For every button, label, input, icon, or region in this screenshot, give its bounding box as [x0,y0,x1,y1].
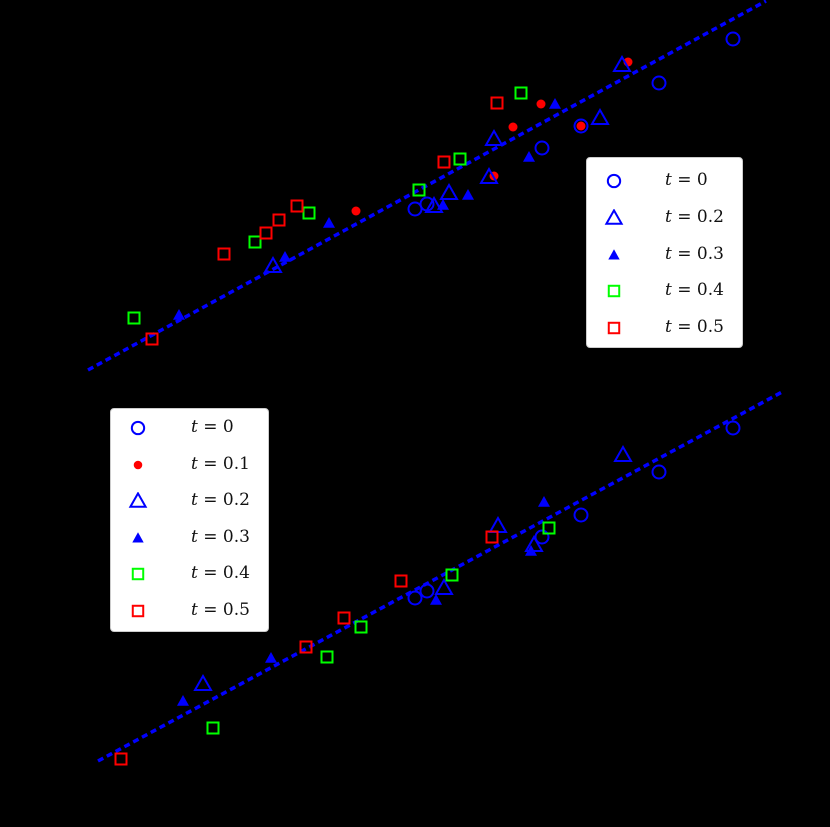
legend-item: t = 0.3 [587,240,742,270]
data-point [177,695,189,706]
circle-open-icon [130,420,146,436]
data-point [265,652,277,663]
data-point [523,151,535,162]
legend-label: t = 0.3 [665,243,724,264]
panel-bottom [97,390,783,766]
data-point [538,496,550,507]
legend-label: t = 0.4 [665,280,724,301]
data-point [445,568,459,582]
legend-item: t = 0.4 [587,276,742,306]
data-point [354,620,368,634]
square-open-icon [131,568,145,581]
data-point [534,529,550,545]
legend-label: t = 0 [191,417,234,437]
data-point [534,140,550,156]
data-point [430,594,442,605]
data-point [479,166,499,184]
data-point [437,155,451,169]
data-point [725,31,741,47]
data-point [114,752,128,766]
data-point [206,721,220,735]
data-point [437,199,449,210]
legend-item: t = 0.2 [587,203,742,233]
legend-item: t = 0 [587,166,742,196]
data-point [145,332,159,346]
data-point [434,577,454,595]
panel-top [87,0,767,372]
data-point [279,251,291,262]
legend-label: t = 0 [665,170,708,190]
data-point [302,206,316,220]
circle-filled-icon [133,460,143,469]
fit-line [87,0,767,372]
data-point [485,530,499,544]
data-point [453,152,467,166]
data-point [490,96,504,110]
data-point [573,118,589,134]
data-point [173,309,185,320]
data-point [508,122,518,132]
data-point [394,574,408,588]
data-point [412,183,426,197]
data-point [439,182,459,200]
data-point [542,521,556,535]
data-point [573,507,589,523]
data-point [536,99,546,109]
triangle-open-icon [128,492,148,508]
data-point [248,235,262,249]
legend-label: t = 0.2 [665,206,724,227]
legend-item: t = 0.3 [111,523,268,553]
data-point [323,217,335,228]
square-open-icon [607,285,621,298]
data-point [259,226,273,240]
legend-label: t = 0.3 [191,526,250,547]
legend-item: t = 0.1 [111,450,268,480]
legend-label: t = 0.4 [191,563,250,584]
legend-item: t = 0.5 [587,313,742,343]
data-point [549,98,561,109]
data-point [351,206,361,216]
legend-item: t = 0.5 [111,596,268,626]
data-point [127,311,141,325]
data-point [514,86,528,100]
legend-item: t = 0.4 [111,559,268,589]
legend-label: t = 0.5 [191,600,250,620]
data-point [612,54,632,72]
legend-label: t = 0.5 [665,317,724,338]
legend-bottom: t = 0 t = 0.1 t = 0.2 t = 0.3 t = 0.4 t = 0.5 [110,408,269,632]
legend-top: t = 0 t = 0.2 t = 0.3 t = 0.4 t = 0.5 [586,157,743,348]
data-point [613,444,633,462]
triangle-filled-icon [608,248,620,260]
legend-item: t = 0 [111,413,268,443]
data-point [725,420,741,436]
data-point [272,213,286,227]
data-point [651,464,667,480]
legend-label: t = 0.2 [191,490,250,511]
data-point [488,515,508,533]
triangle-open-icon [604,208,624,225]
data-point [263,255,283,273]
triangle-filled-icon [132,532,144,543]
square-open-icon [131,604,145,618]
data-point [484,128,504,146]
data-point [217,247,231,261]
data-point [320,650,334,664]
data-point [424,195,444,213]
data-point [290,199,304,213]
data-point [193,673,213,691]
data-point [299,640,313,654]
data-point [651,75,667,91]
square-open-icon [607,321,621,335]
legend-item: t = 0.2 [111,486,268,516]
legend-label: t = 0.1 [191,453,250,474]
data-point [462,189,474,200]
data-point [590,107,610,125]
data-point [525,545,537,556]
data-point [419,583,435,599]
circle-open-icon [606,173,622,189]
data-point [407,590,423,606]
data-point [337,611,351,625]
data-point [576,121,586,131]
